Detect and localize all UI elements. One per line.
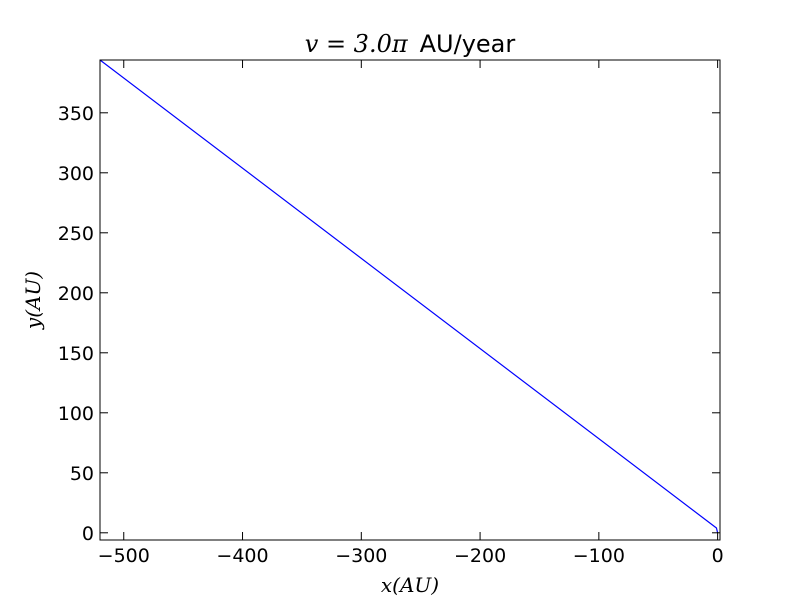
series-line-0 (99, 59, 719, 533)
ticks-layer: −500 −400 −300 −200 −100 0 0 50 100 150 200 250 300 3… (58, 60, 724, 567)
x-tick-label: −300 (335, 545, 387, 567)
x-tick-label: −400 (216, 545, 268, 567)
plot-layer (99, 59, 719, 533)
y-tick-label: 150 (58, 343, 94, 365)
y-tick-label: 300 (58, 163, 94, 185)
y-tick-label: 0 (82, 523, 94, 545)
y-axis-label: y(AU) (21, 271, 45, 330)
chart-title: v = 3.0π AU/year (305, 30, 516, 58)
y-tick-label: 250 (58, 223, 94, 245)
y-tick-label: 100 (58, 403, 94, 425)
y-tick-label: 200 (58, 283, 94, 305)
x-axis-label: x(AU) (381, 573, 439, 597)
plot-frame (99, 59, 721, 541)
y-tick-label: 350 (58, 103, 94, 125)
chart-title-text: AU/year (420, 30, 516, 58)
y-tick-label: 50 (70, 463, 94, 485)
x-tick-label: −500 (98, 545, 150, 567)
x-tick-label: −200 (454, 545, 506, 567)
chart-title-math: v = 3.0π (305, 30, 409, 58)
x-tick-label: 0 (712, 545, 724, 567)
x-tick-label: −100 (573, 545, 625, 567)
